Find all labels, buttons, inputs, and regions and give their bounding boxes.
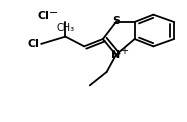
Text: CH₃: CH₃	[56, 23, 74, 33]
Text: S: S	[112, 16, 120, 26]
Text: N: N	[111, 50, 121, 60]
Text: Cl: Cl	[27, 39, 39, 49]
Text: +: +	[120, 46, 128, 56]
Text: Cl: Cl	[37, 11, 49, 21]
Text: −: −	[49, 8, 58, 18]
